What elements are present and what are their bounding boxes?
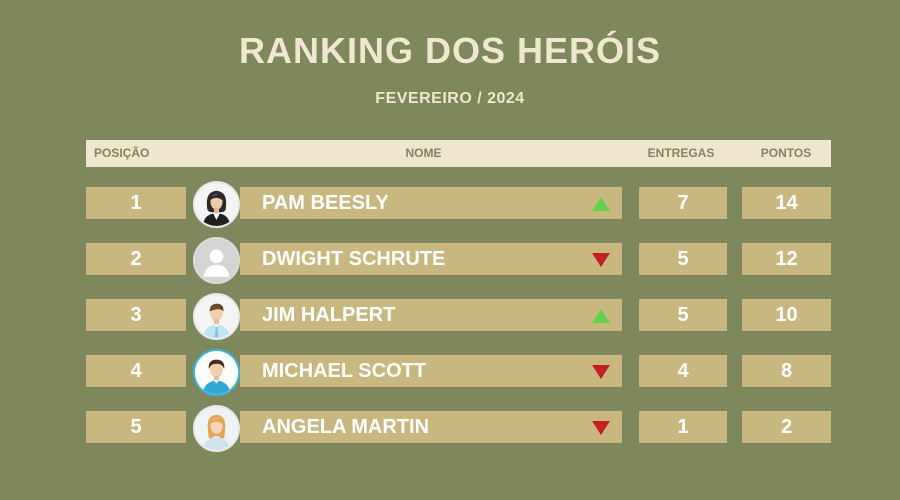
- position-cell: 3: [86, 299, 186, 331]
- deliveries-cell: 5: [639, 243, 727, 275]
- woman-dark-hair-avatar-icon: [193, 181, 240, 228]
- table-row: 5 ANGELA MARTIN 1 2: [0, 405, 900, 452]
- name-cell: PAM BEESLY: [240, 187, 622, 219]
- name-cell: DWIGHT SCHRUTE: [240, 243, 622, 275]
- trend-down-icon: [592, 421, 610, 435]
- points-cell: 2: [742, 411, 831, 443]
- trend-down-icon: [592, 365, 610, 379]
- trend-down-icon: [592, 253, 610, 267]
- woman-blonde-avatar-icon: [193, 405, 240, 452]
- name-label: DWIGHT SCHRUTE: [262, 248, 446, 270]
- name-cell: JIM HALPERT: [240, 299, 622, 331]
- deliveries-cell: 4: [639, 355, 727, 387]
- points-cell: 14: [742, 187, 831, 219]
- position-cell: 5: [86, 411, 186, 443]
- table-row: 1 PAM BEESLY 7 14: [0, 181, 900, 228]
- man-light-hair-avatar-icon: [193, 293, 240, 340]
- points-cell: 12: [742, 243, 831, 275]
- name-label: JIM HALPERT: [262, 304, 396, 326]
- name-label: ANGELA MARTIN: [262, 416, 430, 438]
- position-cell: 2: [86, 243, 186, 275]
- name-label: MICHAEL SCOTT: [262, 360, 427, 382]
- header-position: POSIÇÃO: [94, 146, 150, 160]
- deliveries-cell: 1: [639, 411, 727, 443]
- position-cell: 1: [86, 187, 186, 219]
- deliveries-cell: 7: [639, 187, 727, 219]
- table-row: 2 DWIGHT SCHRUTE 5 12: [0, 237, 900, 284]
- name-label: PAM BEESLY: [262, 192, 389, 214]
- header-deliveries: ENTREGAS: [647, 146, 715, 160]
- deliveries-cell: 5: [639, 299, 727, 331]
- table-row: 4 MICHAEL SCOTT 4 8: [0, 349, 900, 396]
- trend-up-icon: [592, 197, 610, 211]
- trend-up-icon: [592, 309, 610, 323]
- points-cell: 10: [742, 299, 831, 331]
- table-header: POSIÇÃO NOME ENTREGAS PONTOS: [86, 140, 831, 167]
- table-row: 3 JIM HALPERT 5 10: [0, 293, 900, 340]
- name-cell: ANGELA MARTIN: [240, 411, 622, 443]
- default-user-avatar-icon: [193, 237, 240, 284]
- header-points: PONTOS: [760, 146, 812, 160]
- name-cell: MICHAEL SCOTT: [240, 355, 622, 387]
- page-subtitle: FEVEREIRO / 2024: [375, 90, 525, 107]
- man-dark-hair-avatar-icon: [193, 349, 240, 396]
- header-name: NOME: [405, 146, 442, 160]
- page-title: RANKING DOS HERÓIS: [238, 30, 662, 71]
- position-cell: 4: [86, 355, 186, 387]
- points-cell: 8: [742, 355, 831, 387]
